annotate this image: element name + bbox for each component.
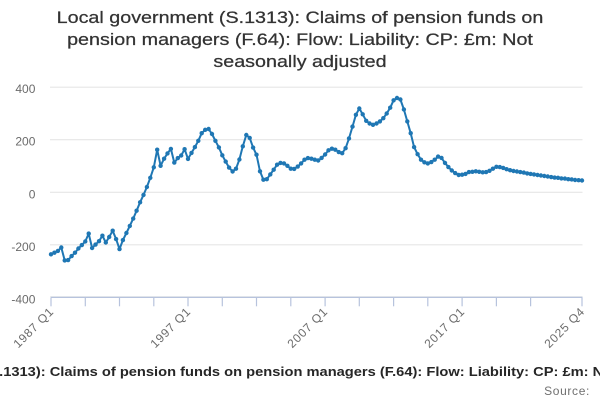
svg-text:2017 Q1: 2017 Q1 <box>421 305 467 351</box>
svg-text:1997 Q1: 1997 Q1 <box>147 305 193 351</box>
svg-text:2007 Q1: 2007 Q1 <box>284 305 330 351</box>
svg-text:-400: -400 <box>11 292 35 306</box>
svg-text:400: 400 <box>15 82 35 96</box>
svg-text:200: 200 <box>15 135 35 149</box>
svg-text:0: 0 <box>29 187 36 201</box>
svg-text:1987 Q1: 1987 Q1 <box>10 305 56 351</box>
svg-text:-200: -200 <box>11 240 35 254</box>
svg-text:2025 Q4: 2025 Q4 <box>541 305 587 351</box>
